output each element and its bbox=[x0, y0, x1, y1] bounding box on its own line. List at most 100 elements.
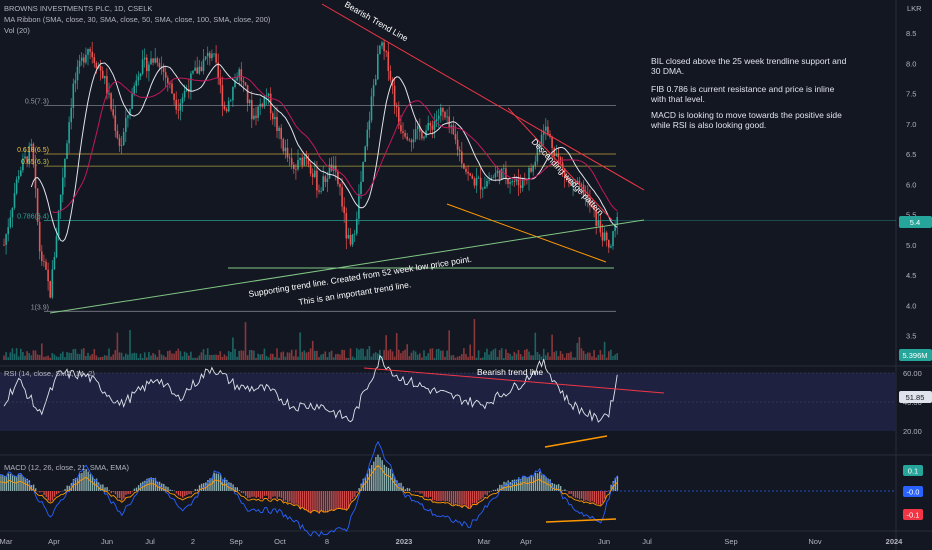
candle-body bbox=[13, 193, 16, 208]
macd-hist-bar bbox=[425, 491, 427, 498]
candle-body bbox=[15, 179, 18, 194]
volume-bar bbox=[492, 349, 495, 360]
volume-bar bbox=[55, 356, 58, 360]
candle-body bbox=[225, 109, 228, 112]
macd-hist-bar bbox=[541, 475, 543, 491]
macd-hist-bar bbox=[536, 473, 539, 491]
volume-bar bbox=[610, 349, 612, 360]
macd-hist-bar bbox=[480, 491, 482, 500]
macd-hist-bar bbox=[198, 485, 201, 491]
candle-body bbox=[482, 188, 484, 190]
macd-hist-bar bbox=[47, 491, 49, 501]
volume-bar bbox=[374, 352, 377, 360]
macd-hist-bar bbox=[186, 491, 188, 496]
volume-bar bbox=[377, 353, 379, 360]
moving-averages bbox=[30, 62, 618, 242]
candle-body bbox=[398, 107, 400, 126]
candle-body bbox=[385, 51, 387, 52]
ma-legend[interactable]: MA Ribbon (SMA, close, 30, SMA, close, 5… bbox=[4, 15, 271, 24]
volume-bar bbox=[517, 349, 520, 360]
candle-body bbox=[242, 80, 245, 83]
candle-body bbox=[158, 62, 161, 68]
volume-bar bbox=[463, 348, 465, 360]
volume-bar bbox=[83, 348, 85, 360]
candle-body bbox=[458, 149, 461, 152]
candle-body bbox=[372, 85, 375, 97]
macd-hist-bar bbox=[276, 491, 278, 499]
candle-body bbox=[34, 164, 37, 189]
macd-hist-bar bbox=[297, 491, 299, 505]
macd-hist-bar bbox=[417, 491, 419, 493]
volume-bar bbox=[95, 355, 98, 360]
candle-body bbox=[295, 168, 297, 170]
symbol-title[interactable]: BROWNS INVESTMENTS PLC, 1D, CSELK bbox=[4, 4, 153, 13]
volume-bar bbox=[494, 348, 497, 360]
candle-body bbox=[469, 173, 471, 176]
bearish-trend-line bbox=[321, 3, 645, 191]
candle-body bbox=[9, 217, 12, 228]
volume-bar bbox=[213, 354, 215, 360]
candle-body bbox=[137, 76, 140, 81]
volume-bar bbox=[101, 356, 104, 360]
volume-bar bbox=[452, 354, 455, 360]
macd-hist-bar bbox=[591, 491, 593, 502]
candle-body bbox=[465, 168, 467, 172]
volume-bar bbox=[307, 351, 310, 360]
candle-body bbox=[139, 73, 142, 77]
volume-bar bbox=[26, 351, 28, 360]
macd-hist-bar bbox=[356, 491, 358, 493]
volume-bar bbox=[282, 351, 285, 360]
candle-body bbox=[528, 167, 530, 180]
macd-hist-bar bbox=[452, 491, 455, 506]
macd-hist-bar bbox=[431, 491, 434, 501]
macd-hist-bar bbox=[108, 490, 110, 491]
macd-hist-bar bbox=[339, 491, 341, 509]
macd-hist-bar bbox=[455, 491, 457, 504]
macd-hist-bar bbox=[492, 489, 495, 491]
candle-body bbox=[91, 51, 93, 58]
macd-hist-bar bbox=[402, 486, 404, 491]
macd-hist-bar bbox=[329, 491, 331, 511]
volume-bar bbox=[32, 350, 35, 360]
volume-bar bbox=[372, 353, 375, 360]
rsi-legend[interactable]: RSI (14, close, SMA, 14, 2) bbox=[4, 369, 95, 378]
fib-level-label: 0.65(6.3) bbox=[21, 159, 49, 166]
volume-bar bbox=[240, 350, 243, 360]
volume-bar bbox=[30, 355, 33, 360]
candle-body bbox=[116, 130, 119, 138]
volume-bar bbox=[24, 355, 26, 360]
macd-hist-bar bbox=[555, 484, 558, 491]
volume-bar bbox=[301, 351, 303, 360]
volume-bar bbox=[461, 354, 463, 360]
candle-body bbox=[257, 106, 259, 118]
volume-bar bbox=[162, 355, 165, 360]
candle-body bbox=[45, 261, 47, 270]
volume-bar bbox=[148, 352, 150, 360]
volume-bar bbox=[114, 350, 117, 360]
candle-body bbox=[393, 85, 396, 106]
volume-bar bbox=[500, 348, 503, 360]
macd-hist-bar bbox=[135, 487, 138, 491]
volume-bar bbox=[215, 354, 217, 360]
volume-bar bbox=[80, 349, 83, 360]
candle-body bbox=[36, 188, 39, 222]
candle-body bbox=[72, 83, 75, 108]
candle-body bbox=[603, 232, 606, 241]
volume-bar bbox=[320, 354, 322, 360]
volume-bar bbox=[221, 356, 224, 360]
macd-hist-bar bbox=[576, 491, 579, 499]
candle-body bbox=[515, 177, 518, 182]
macd-hist-bar bbox=[461, 491, 463, 508]
macd-legend[interactable]: MACD (12, 26, close, 21, SMA, EMA) bbox=[4, 463, 130, 472]
macd-signal-line bbox=[0, 464, 618, 514]
volume-bar bbox=[141, 357, 144, 360]
candle-body bbox=[196, 67, 198, 74]
candle-body bbox=[507, 178, 509, 184]
vol-legend[interactable]: Vol (20) bbox=[4, 26, 30, 35]
volume-bar bbox=[448, 330, 450, 360]
volume-bar bbox=[91, 354, 93, 360]
candle-body bbox=[240, 69, 243, 81]
macd-hist-bar bbox=[341, 491, 343, 510]
candle-body bbox=[570, 182, 572, 186]
